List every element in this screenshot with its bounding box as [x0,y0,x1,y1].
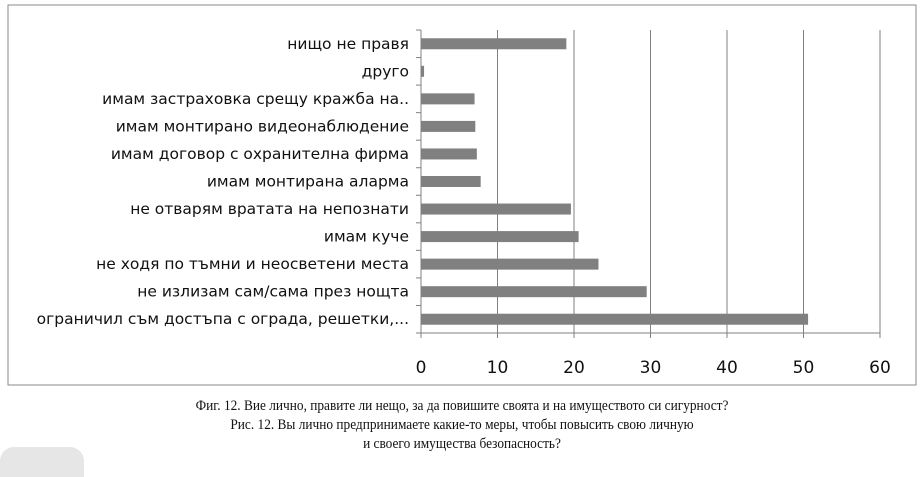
bar [421,38,567,50]
category-label: имам монтирана аларма [207,173,409,191]
category-label: имам монтирано видеонаблюдение [116,117,409,135]
bar [421,203,571,215]
x-tick-label: 30 [640,358,662,378]
category-label: не ходя по тъмни и неосветени места [96,255,409,273]
x-tick-label: 50 [793,358,815,378]
bar [421,120,476,132]
category-label: имам застраховка срещу кражба на.. [102,90,409,108]
x-tick-label: 0 [416,358,427,378]
x-tick-label: 10 [487,358,509,378]
bar [421,231,579,243]
x-tick-label: 40 [716,358,738,378]
bar [421,93,475,105]
bar [421,313,809,325]
caption-russian-line2: и своего имущества безопасность? [363,436,561,452]
category-label: нищо не правя [287,35,409,53]
bar [421,65,425,77]
bar [421,176,481,187]
corner-tab [0,447,84,477]
caption-bulgarian: Фиг. 12. Вие лично, правите ли нещо, за … [195,398,729,414]
x-tick-label: 20 [563,358,585,378]
category-label: имам договор с охранителна фирма [111,145,409,163]
bar [421,286,647,298]
category-label: не отварям вратата на непознати [130,200,409,218]
category-label: имам куче [324,228,409,246]
bar [421,148,477,160]
bar-chart: нищо не правя друго имам застраховка срещу… [7,4,917,386]
category-label: друго [362,62,409,80]
category-label: ограничил съм достъпа с ограда, решетки,… [37,310,409,328]
bar [421,258,599,270]
x-tick-label: 60 [869,358,891,378]
category-label: не излизам сам/сама през нощта [137,283,409,301]
caption-russian-line1: Рис. 12. Вы лично предпринимаете какие-т… [230,417,694,433]
